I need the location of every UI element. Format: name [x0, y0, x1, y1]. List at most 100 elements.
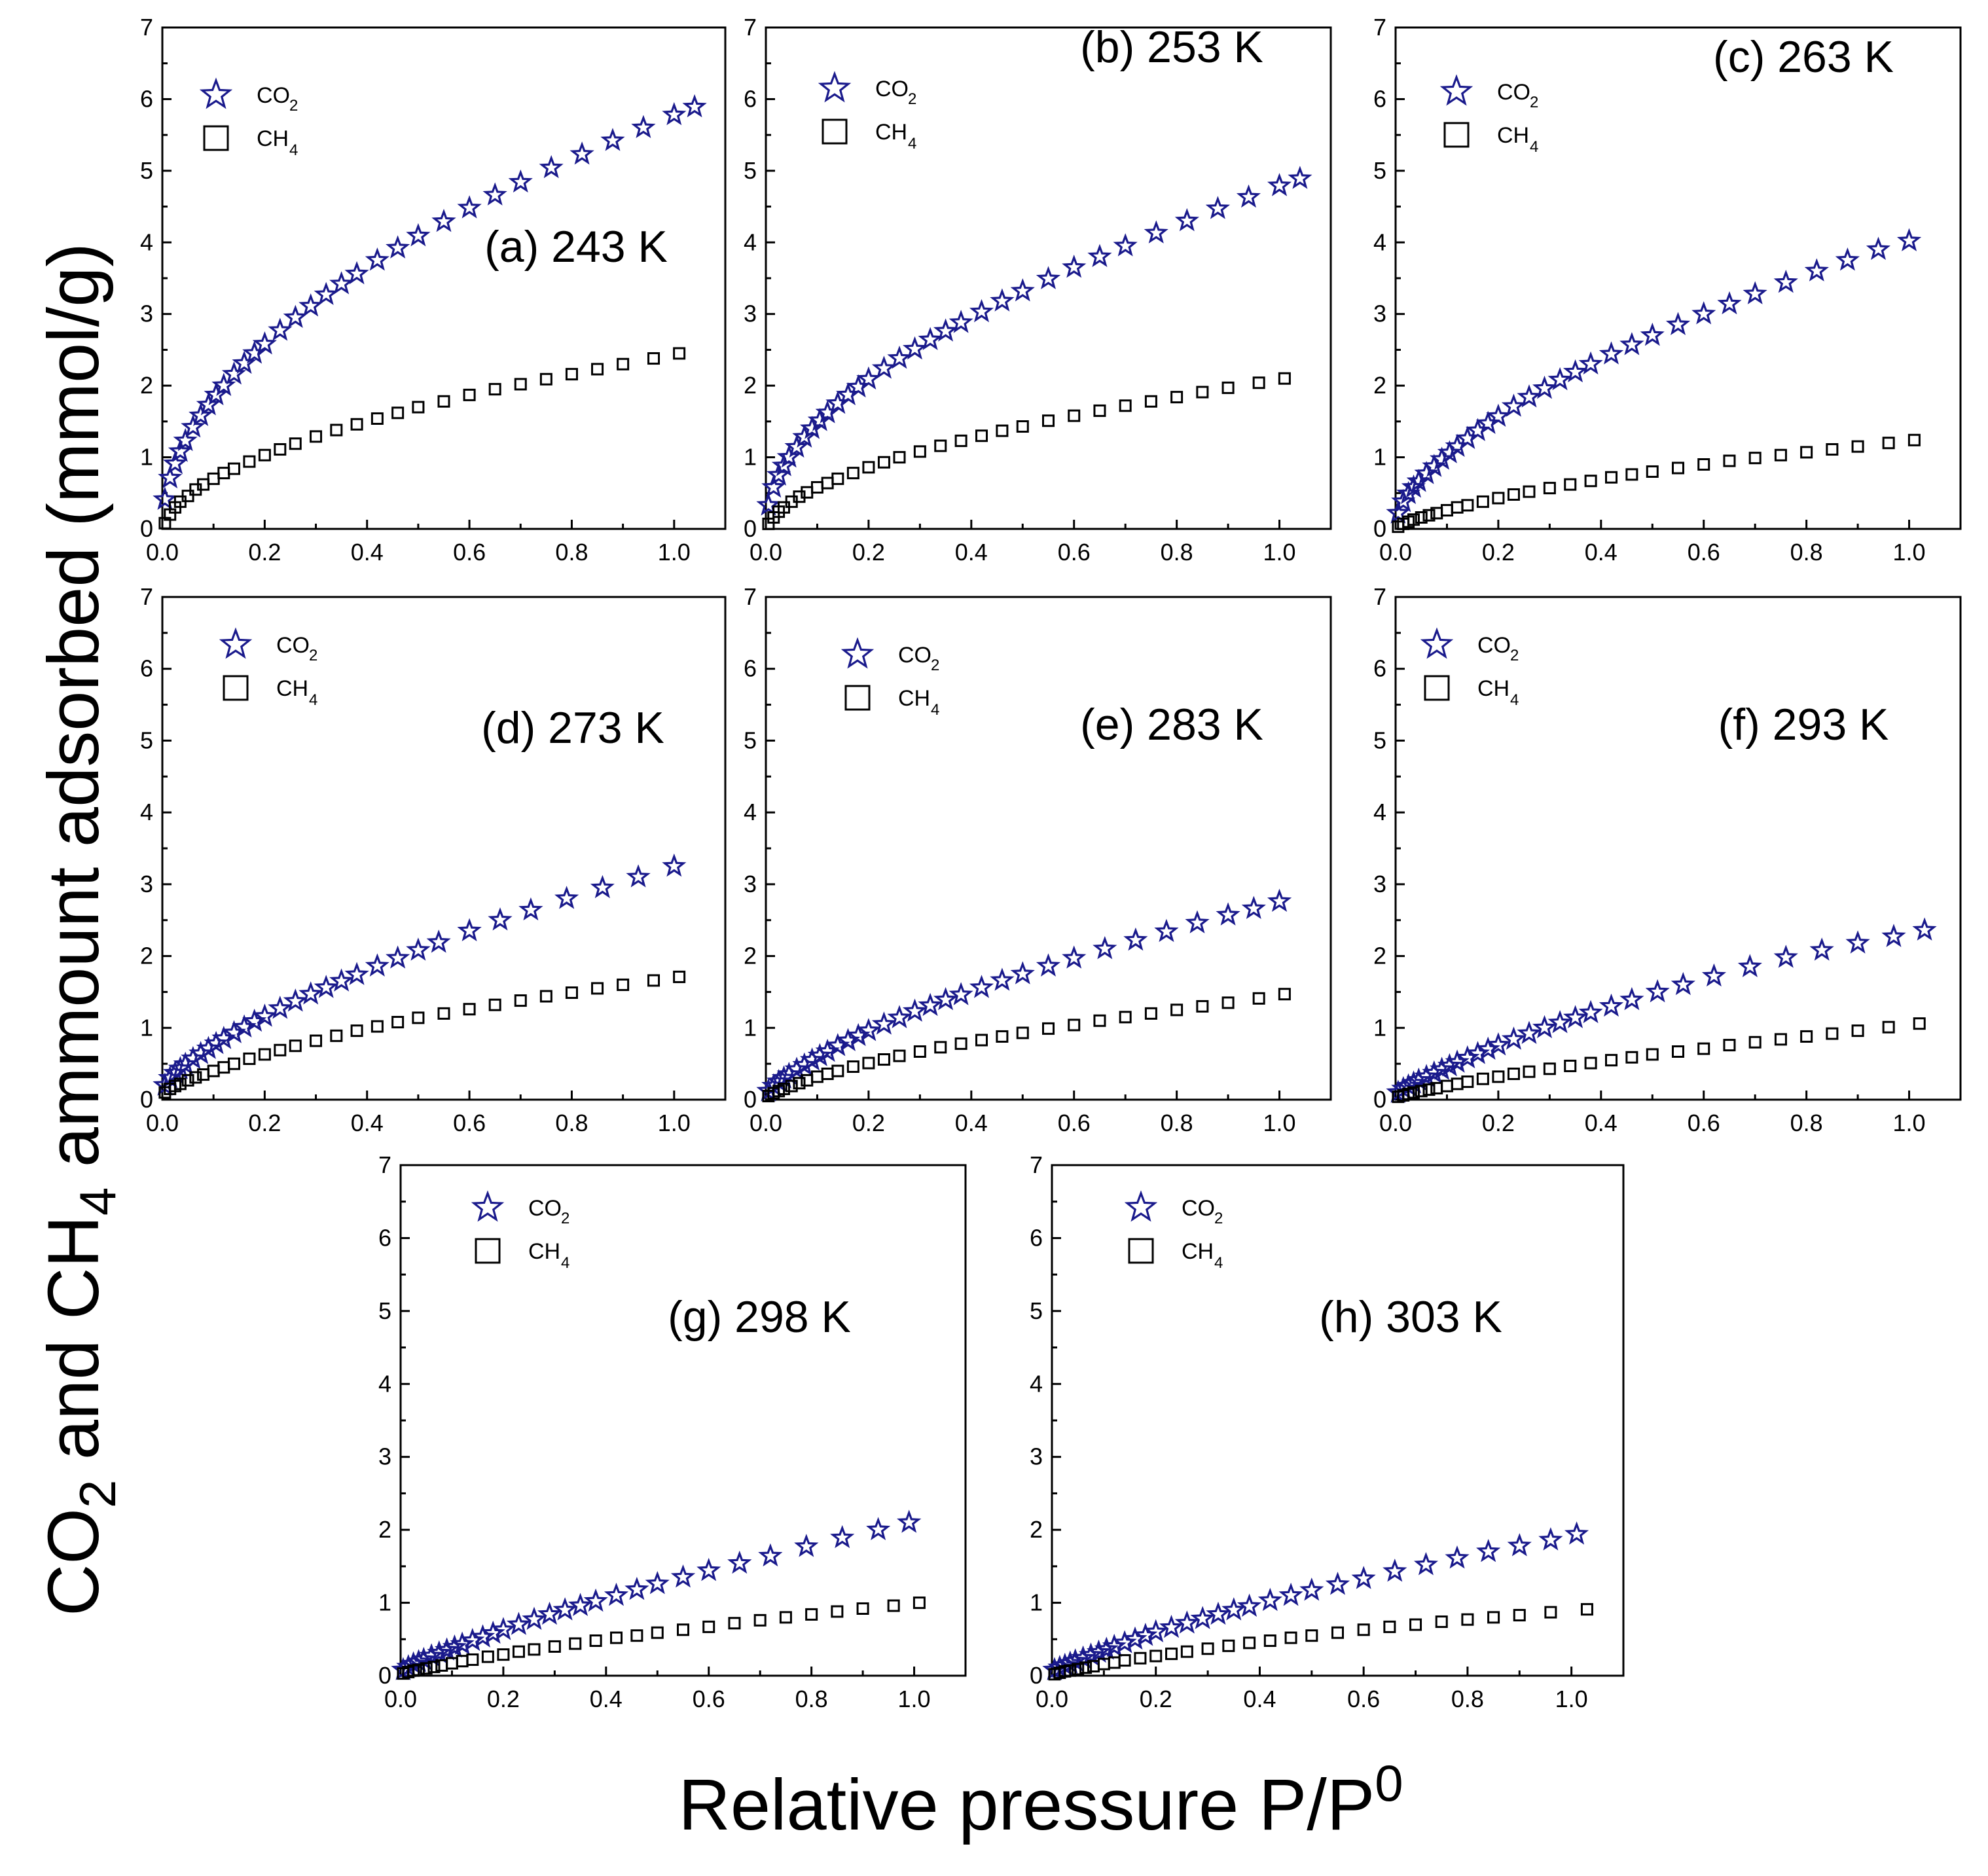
legend-ch4-subscript: 4: [931, 701, 939, 719]
co2-point: [344, 962, 369, 985]
co2-point: [1236, 184, 1261, 208]
ch4-point: [877, 456, 890, 469]
co2-point: [1094, 1636, 1119, 1660]
ch4-point: [777, 1083, 790, 1096]
legend-ch4-label: CH: [898, 686, 930, 711]
ch4-point: [1544, 1606, 1557, 1619]
co2-point: [268, 317, 293, 341]
plot-frame: [765, 26, 1332, 530]
x-tick-label: 0.0: [146, 1109, 179, 1136]
co2-point: [1422, 1060, 1447, 1084]
ch4-point: [227, 462, 240, 475]
ch4-point: [1851, 1024, 1864, 1037]
co2-point: [386, 945, 410, 969]
ch4-point: [1451, 501, 1464, 514]
ch4-point: [846, 1060, 859, 1073]
ch4-point: [1196, 386, 1209, 399]
y-tick-label: 0: [378, 1662, 391, 1689]
ch4-point: [647, 974, 660, 987]
y-tick-label: 0: [1030, 1662, 1043, 1689]
x-tick-label: 0.0: [384, 1686, 417, 1712]
x-tick-label: 0.2: [1482, 1109, 1515, 1136]
x-tick-label: 0.8: [795, 1686, 828, 1712]
co2-point: [196, 392, 221, 416]
co2-point: [776, 444, 801, 468]
co2-point: [168, 439, 192, 462]
y-tick-label: 1: [1030, 1589, 1043, 1616]
y-tick-label: 7: [140, 14, 153, 41]
x-axis-title: Relative pressure P/P0: [678, 1754, 1403, 1845]
x-title-superscript: 0: [1375, 1754, 1403, 1812]
co2-point: [1190, 1606, 1215, 1629]
co2-point: [1159, 1614, 1184, 1638]
legend-ch4-symbol: [1424, 675, 1450, 701]
ch4-point: [1415, 1085, 1428, 1098]
legend-co2-subscript: 2: [561, 1210, 569, 1227]
x-tick-label: 0.8: [1161, 539, 1193, 566]
y-tick-label: 5: [1373, 157, 1386, 184]
y-tick-label: 0: [1373, 1086, 1386, 1113]
legend-co2-subscript: 2: [1214, 1210, 1223, 1227]
ch4-point: [466, 1653, 479, 1666]
co2-point: [624, 1576, 649, 1600]
ch4-point: [514, 378, 527, 391]
y-tick-label: 6: [140, 85, 153, 112]
ch4-point: [647, 352, 660, 365]
ch4-point: [1422, 509, 1436, 522]
ch4-point: [810, 1070, 823, 1083]
ch4-point: [243, 1052, 256, 1065]
ch4-point: [975, 1034, 988, 1047]
panel-title: (f) 293 K: [1718, 700, 1889, 749]
y-tick-label: 5: [744, 727, 757, 753]
ch4-point: [1697, 458, 1710, 471]
y-tick-label: 7: [378, 1151, 391, 1178]
co2-point: [1144, 220, 1168, 244]
ch4-point: [258, 1048, 271, 1061]
ch4-point: [1383, 1620, 1396, 1633]
co2-point: [522, 1606, 547, 1630]
co2-point: [386, 235, 410, 259]
ch4-point: [1201, 1642, 1214, 1655]
co2-point: [866, 1517, 891, 1541]
co2-point: [758, 1543, 783, 1567]
co2-point: [1123, 927, 1148, 951]
ch4-point: [565, 368, 578, 381]
x-tick-label: 0.6: [1058, 539, 1091, 566]
ch4-point: [463, 388, 476, 401]
ch4-point: [1170, 1003, 1184, 1017]
ch4-point: [1543, 482, 1556, 495]
x-axis-title-text: Relative pressure P/P0: [678, 1754, 1403, 1845]
ch4-point: [217, 1061, 230, 1074]
co2-point: [1665, 312, 1691, 336]
ch4-point: [1461, 499, 1474, 512]
x-tick-label: 0.4: [1585, 539, 1618, 566]
co2-point: [314, 281, 338, 305]
y-tick-label: 6: [378, 1224, 391, 1251]
co2-point: [1205, 196, 1231, 219]
ch4-point: [975, 429, 988, 442]
y-tick-label: 2: [744, 372, 757, 399]
ch4-point: [1646, 1048, 1659, 1061]
y-tick-label: 5: [140, 157, 153, 184]
co2-point: [990, 288, 1015, 312]
co2-point: [1278, 1582, 1303, 1606]
co2-point: [1154, 918, 1179, 943]
y-axis-title-text: CO2 and CH4 ammount adsorbed (mmol/g): [33, 243, 126, 1616]
co2-point: [784, 1056, 809, 1080]
co2-point: [268, 996, 293, 1019]
co2-point: [1563, 1005, 1588, 1028]
x-tick-label: 0.0: [750, 539, 782, 566]
ch4-point: [412, 1663, 425, 1676]
co2-point: [1445, 1545, 1470, 1569]
legend-co2-symbol: [219, 627, 253, 659]
ch4-point: [1440, 504, 1453, 517]
co2-point: [1455, 425, 1480, 450]
x-tick-label: 1.0: [658, 1109, 691, 1136]
ch4-point: [1016, 1026, 1029, 1039]
co2-point: [600, 128, 625, 151]
x-tick-label: 0.8: [1790, 1109, 1823, 1136]
ch4-point: [391, 1016, 405, 1029]
ch4-point: [1907, 433, 1921, 446]
co2-point: [457, 195, 482, 219]
x-tick-label: 1.0: [1893, 1109, 1926, 1136]
